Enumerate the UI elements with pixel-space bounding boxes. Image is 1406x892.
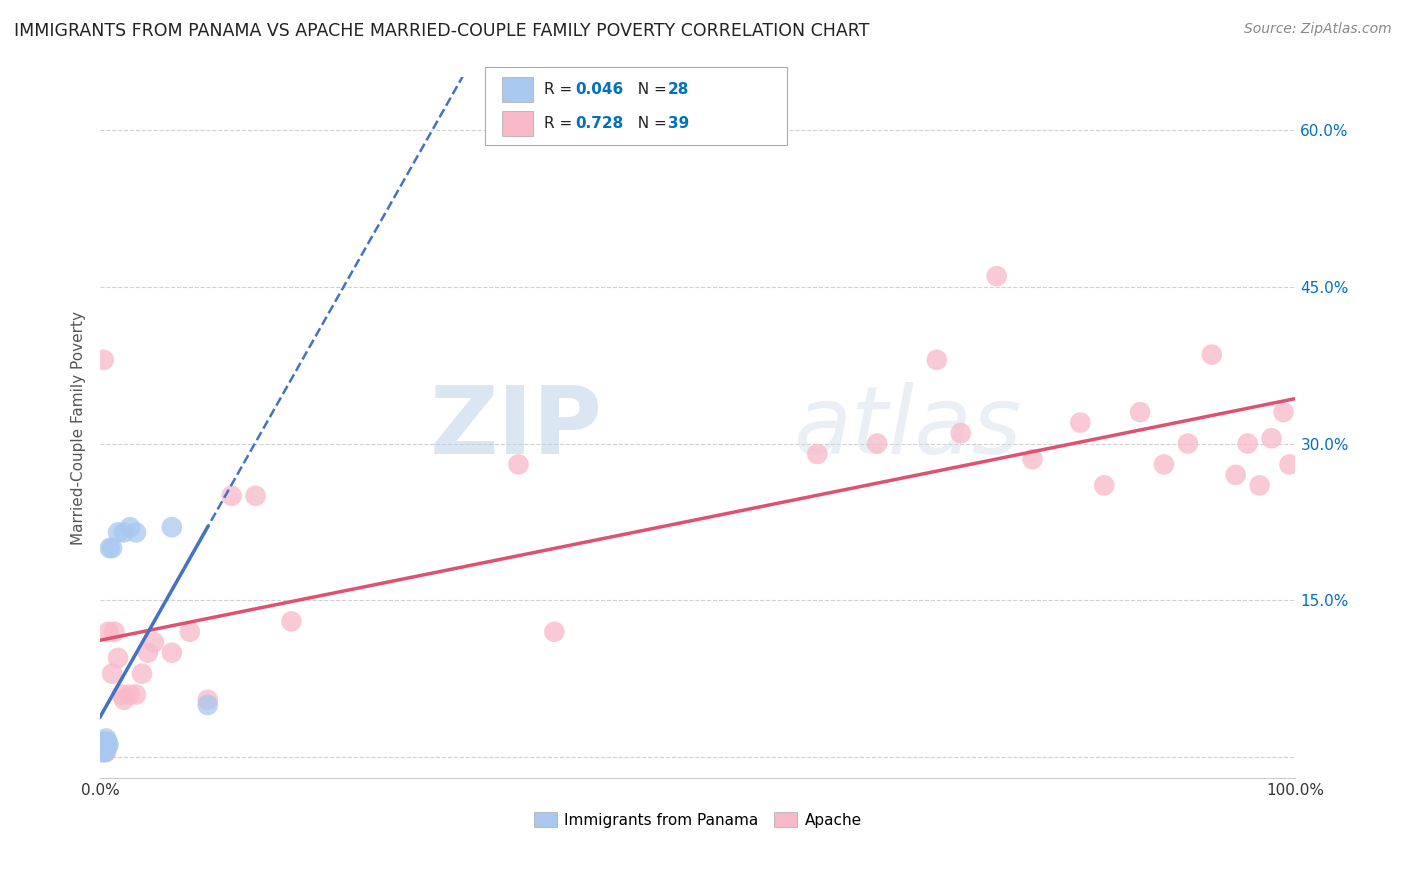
Point <box>125 525 148 540</box>
Point <box>1201 348 1223 362</box>
Point <box>94 739 117 754</box>
Text: 39: 39 <box>668 116 689 130</box>
Text: 28: 28 <box>668 82 689 96</box>
Point <box>197 693 219 707</box>
Point <box>1249 478 1271 492</box>
Point <box>103 624 125 639</box>
Point <box>1236 436 1258 450</box>
Point <box>1177 436 1199 450</box>
Text: IMMIGRANTS FROM PANAMA VS APACHE MARRIED-COUPLE FAMILY POVERTY CORRELATION CHART: IMMIGRANTS FROM PANAMA VS APACHE MARRIED… <box>14 22 869 40</box>
Point <box>96 734 118 748</box>
Point <box>118 688 141 702</box>
Point <box>1260 431 1282 445</box>
Point <box>125 688 148 702</box>
Text: N =: N = <box>628 116 672 130</box>
Text: R =: R = <box>544 82 578 96</box>
Point <box>925 352 948 367</box>
Point <box>90 742 112 756</box>
Point <box>1092 478 1115 492</box>
Point <box>94 734 117 748</box>
Text: R =: R = <box>544 116 578 130</box>
Legend: Immigrants from Panama, Apache: Immigrants from Panama, Apache <box>527 805 868 834</box>
Point <box>97 738 120 752</box>
Point <box>107 525 129 540</box>
Point <box>986 269 1008 284</box>
Point <box>136 646 159 660</box>
Point <box>1225 467 1247 482</box>
Text: N =: N = <box>628 82 672 96</box>
Point <box>93 745 115 759</box>
Point <box>1278 458 1301 472</box>
Point <box>94 745 117 759</box>
Text: atlas: atlas <box>793 383 1022 474</box>
Point <box>1153 458 1175 472</box>
Text: 0.728: 0.728 <box>575 116 623 130</box>
Point <box>90 745 112 759</box>
Point <box>221 489 243 503</box>
Point <box>1021 452 1043 467</box>
Point <box>508 458 530 472</box>
Point <box>91 745 114 759</box>
Point <box>93 742 115 756</box>
Point <box>866 436 889 450</box>
Point <box>93 734 115 748</box>
Point <box>1272 405 1295 419</box>
Text: 0.046: 0.046 <box>575 82 623 96</box>
Point <box>118 520 141 534</box>
Point <box>543 624 565 639</box>
Point <box>91 734 114 748</box>
Point <box>93 352 115 367</box>
Point <box>97 624 120 639</box>
Text: ZIP: ZIP <box>429 382 602 474</box>
Point <box>1129 405 1152 419</box>
Point <box>949 425 972 440</box>
Point <box>101 666 124 681</box>
Point <box>280 615 302 629</box>
Point <box>111 688 134 702</box>
Text: Source: ZipAtlas.com: Source: ZipAtlas.com <box>1244 22 1392 37</box>
Point <box>90 738 112 752</box>
Point <box>96 739 118 754</box>
Point <box>94 731 117 746</box>
Point <box>1069 416 1091 430</box>
Point <box>101 541 124 555</box>
Point <box>94 742 117 756</box>
Point <box>107 651 129 665</box>
Point <box>98 541 121 555</box>
Point <box>112 525 135 540</box>
Y-axis label: Married-Couple Family Poverty: Married-Couple Family Poverty <box>72 310 86 545</box>
Point <box>91 742 114 756</box>
Point <box>94 745 117 759</box>
Point <box>160 520 183 534</box>
Point <box>93 738 115 752</box>
Point <box>179 624 201 639</box>
Point <box>112 693 135 707</box>
Point <box>94 738 117 752</box>
Point <box>806 447 828 461</box>
Point <box>245 489 267 503</box>
Point <box>131 666 153 681</box>
Point <box>142 635 165 649</box>
Point <box>160 646 183 660</box>
Point <box>91 739 114 754</box>
Point <box>197 698 219 712</box>
